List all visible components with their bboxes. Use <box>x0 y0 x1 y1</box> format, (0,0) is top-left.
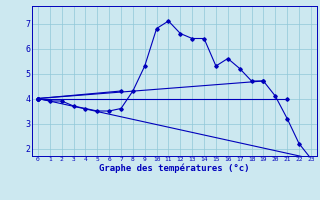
X-axis label: Graphe des températures (°c): Graphe des températures (°c) <box>99 164 250 173</box>
